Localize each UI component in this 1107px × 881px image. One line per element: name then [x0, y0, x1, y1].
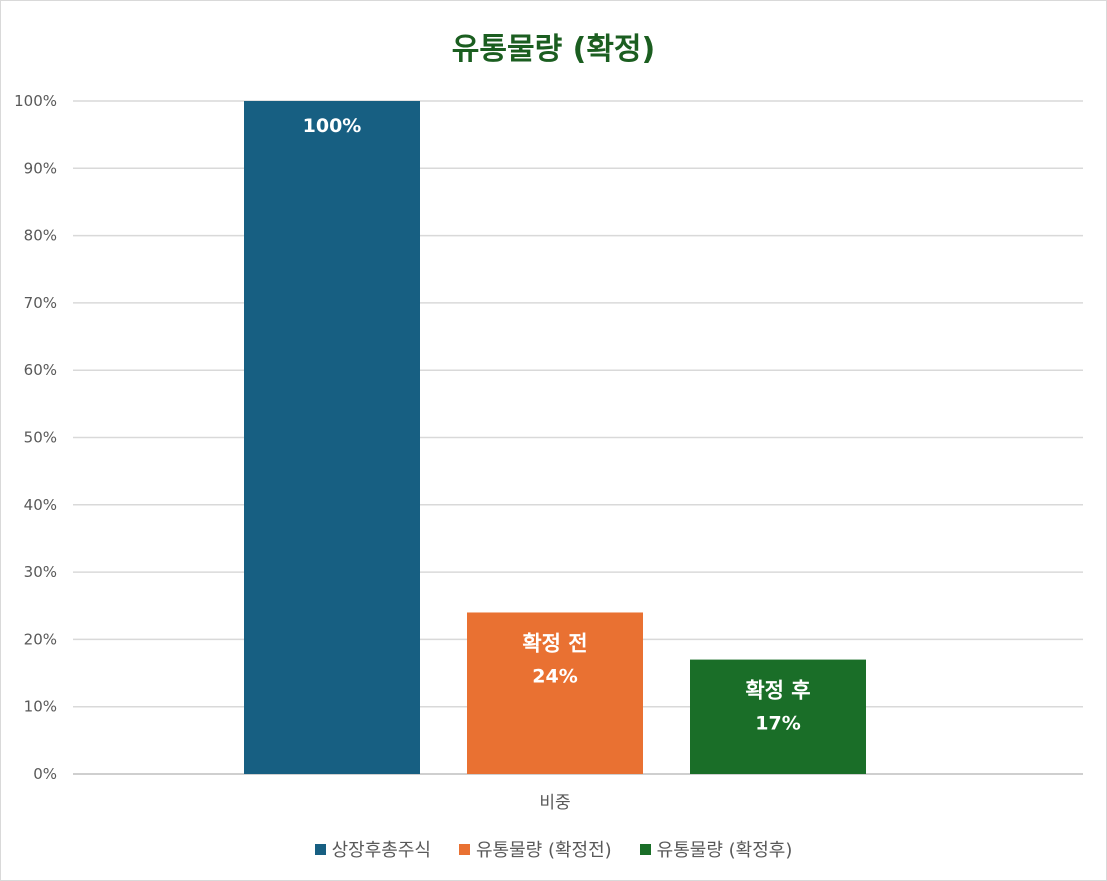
- y-tick-label: 0%: [33, 765, 57, 783]
- y-tick-label: 60%: [24, 361, 57, 379]
- legend-label: 상장후총주식: [331, 840, 431, 861]
- legend-swatch: [458, 843, 470, 855]
- legend-item: 유통물량 (확정전): [458, 836, 612, 862]
- y-tick-label: 90%: [24, 159, 57, 177]
- legend-label: 유통물량 (확정후): [656, 840, 793, 861]
- y-tick-label: 100%: [14, 92, 57, 110]
- chart-legend: 상장후총주식 유통물량 (확정전) 유통물량 (확정후): [0, 836, 1107, 862]
- bar-value-label: 100%: [303, 115, 362, 137]
- bar-value-label: 17%: [755, 713, 800, 735]
- y-tick-label: 50%: [24, 429, 57, 447]
- x-category-label: 비중: [539, 793, 570, 813]
- y-tick-label: 30%: [24, 563, 57, 581]
- bar-label: 확정 후: [745, 679, 810, 703]
- legend-swatch: [639, 843, 651, 855]
- legend-item: 상장후총주식: [314, 836, 431, 862]
- bar-value-label: 24%: [532, 665, 577, 687]
- y-tick-label: 80%: [24, 227, 57, 245]
- y-tick-label: 70%: [24, 294, 57, 312]
- legend-swatch: [314, 843, 326, 855]
- bar-2: [467, 612, 643, 774]
- y-tick-label: 20%: [24, 630, 57, 648]
- bar-label: 확정 전: [522, 631, 587, 655]
- legend-item: 유통물량 (확정후): [639, 836, 793, 862]
- legend-label: 유통물량 (확정전): [475, 840, 612, 861]
- y-tick-label: 40%: [24, 496, 57, 514]
- y-tick-label: 10%: [24, 698, 57, 716]
- chart-title: 유통물량 (확정): [451, 32, 656, 67]
- bar-1: [244, 101, 420, 774]
- bar-3: [690, 659, 866, 774]
